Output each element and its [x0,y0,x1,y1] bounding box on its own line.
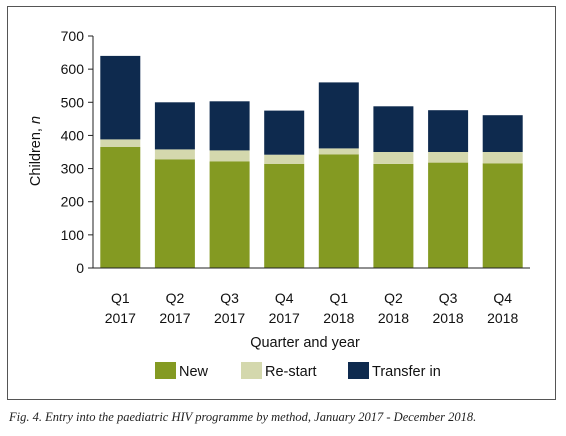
y-tick-label: 200 [61,194,85,210]
bar-transfer-in-q3-2017 [209,101,250,151]
legend-swatch-new [155,362,176,379]
legend-swatch-transfer-in [348,362,369,379]
bars-layer [100,55,523,268]
y-tick-label: 100 [61,227,85,243]
x-tick-label: Q3 2017 [214,290,245,326]
bar-new-q1-2017 [100,147,141,268]
y-tick-label: 0 [76,260,84,276]
bar-transfer-in-q3-2018 [428,110,469,152]
bar-new-q2-2017 [154,159,195,268]
bar-transfer-in-q4-2017 [264,110,305,155]
bar-re-start-q3-2017 [209,150,250,162]
x-axis-title: Quarter and year [250,335,360,351]
x-tick-label: Q4 2017 [269,290,300,326]
y-tick-label: 400 [61,127,85,143]
bar-re-start-q2-2018 [373,152,414,164]
x-tick-label: Q2 2017 [159,290,190,326]
y-tick-label: 600 [61,61,85,77]
legend: New Re-start Transfer in [155,362,441,380]
bar-transfer-in-q2-2018 [373,106,414,152]
figure-caption: Fig. 4. Entry into the paediatric HIV pr… [9,410,477,424]
bar-transfer-in-q4-2018 [482,115,523,152]
bar-new-q3-2018 [428,162,469,268]
legend-label-transfer-in: Transfer in [372,364,441,380]
bar-new-q1-2018 [318,154,359,268]
x-tick-label: Q1 2017 [105,290,136,326]
bar-new-q4-2017 [264,163,305,268]
legend-swatch-re-start [241,362,262,379]
x-tick-label: Q1 2018 [323,290,354,326]
bar-re-start-q1-2017 [100,139,141,147]
bar-transfer-in-q1-2017 [100,55,141,140]
bar-re-start-q4-2017 [264,154,305,164]
bar-transfer-in-q2-2017 [154,102,195,150]
legend-label-re-start: Re-start [265,364,317,380]
x-tick-label: Q2 2018 [378,290,409,326]
bar-re-start-q2-2017 [154,149,195,160]
ticks-layer: 0 100 200 300 400 500 600 700 Q1 2017 Q2 2017 Q3 2017… [61,28,519,326]
figure-frame [7,6,556,400]
bar-re-start-q3-2018 [428,152,469,163]
axes-layer [92,36,530,269]
bar-new-q3-2017 [209,161,250,268]
y-tick-label: 700 [61,28,85,44]
x-tick-label: Q4 2018 [487,290,518,326]
bar-new-q2-2018 [373,163,414,268]
y-tick-label: 300 [61,161,85,177]
bar-re-start-q1-2018 [318,148,359,155]
bar-transfer-in-q1-2018 [318,82,359,149]
y-tick-label: 500 [61,94,85,110]
stacked-bar-chart: 0 100 200 300 400 500 600 700 Q1 2017 Q2 2017 Q3 2017… [28,28,530,380]
legend-label-new: New [179,364,209,380]
x-tick-label: Q3 2018 [432,290,463,326]
y-axis-title: Children, n [28,116,44,186]
bar-new-q4-2018 [482,163,523,268]
bar-re-start-q4-2018 [482,152,523,164]
